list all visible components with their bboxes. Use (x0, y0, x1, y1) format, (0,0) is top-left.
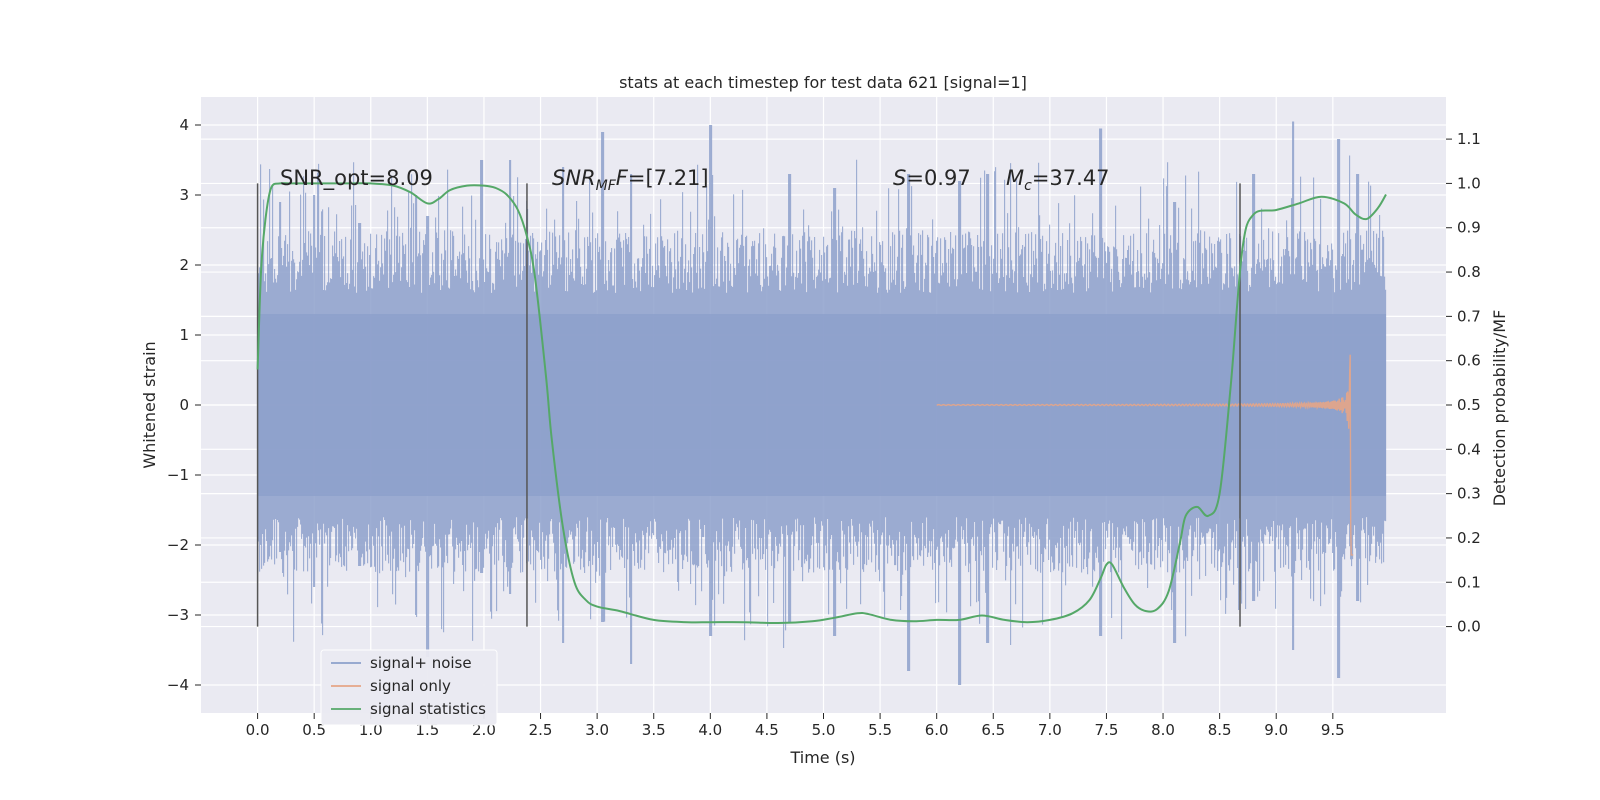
annotation-snr-mf-f: F (616, 166, 629, 190)
annotation-s-value: =0.97 (906, 166, 970, 190)
y-right-tick-label: 0.3 (1457, 485, 1481, 503)
legend-label-signal-only: signal only (370, 677, 451, 695)
y-left-axis-ticks: 4 3 2 1 0 −1 −2 −3 −4 (167, 116, 201, 694)
vertical-markers (256, 183, 1241, 627)
y-left-tick-label: 0 (179, 396, 189, 414)
legend: signal+ noise signal only signal statist… (320, 649, 498, 726)
annotation-mc-sub: c (1024, 178, 1032, 194)
y-left-tick-label: 4 (179, 116, 189, 134)
x-tick-label: 4.5 (755, 721, 779, 739)
annotation-s-prefix: S (893, 166, 906, 190)
annotation-mc: Mc=37.47 (1006, 166, 1110, 194)
y-left-tick-label: −1 (167, 466, 189, 484)
y-right-tick-label: 1.0 (1457, 174, 1481, 192)
annotation-snr-mf-prefix: SNR (552, 166, 596, 190)
x-tick-label: 5.5 (868, 721, 892, 739)
annotation-snr-mf-sub: MF (596, 178, 617, 194)
x-tick-label: 6.0 (925, 721, 949, 739)
x-axis-label: Time (s) (789, 748, 855, 767)
y-left-axis-label: Whitened strain (140, 341, 159, 468)
annotation-s: S=0.97 (893, 166, 971, 190)
signal-statistics-series (256, 182, 1387, 625)
signal-only-trace (936, 354, 1354, 556)
y-right-tick-label: 1.1 (1457, 130, 1481, 148)
y-right-tick-label: 0.5 (1457, 396, 1481, 414)
y-left-tick-label: 2 (179, 256, 189, 274)
legend-label-signal-noise: signal+ noise (370, 654, 472, 672)
x-tick-label: 9.0 (1264, 721, 1288, 739)
y-right-tick-label: 0.9 (1457, 219, 1481, 237)
x-tick-label: 3.0 (585, 721, 609, 739)
x-tick-label: 8.5 (1208, 721, 1232, 739)
annotation-snr-mf-value: =[7.21] (628, 166, 709, 190)
signal-statistics-line (256, 182, 1387, 625)
x-tick-label: 8.0 (1151, 721, 1175, 739)
y-left-tick-label: −4 (167, 676, 189, 694)
x-tick-label: 7.5 (1095, 721, 1119, 739)
x-axis-ticks: 0.0 0.5 1.0 1.5 2.0 2.5 3.0 3.5 4.0 4.5 5.0 5.5 6.0 6… (246, 713, 1345, 739)
y-right-tick-label: 0.0 (1457, 618, 1481, 636)
y-right-tick-label: 0.2 (1457, 529, 1481, 547)
signal-only-series (936, 354, 1354, 556)
x-tick-label: 3.5 (642, 721, 666, 739)
x-tick-label: 9.5 (1321, 721, 1345, 739)
y-right-tick-label: 0.7 (1457, 307, 1481, 325)
x-tick-label: 2.5 (529, 721, 553, 739)
annotation-mc-prefix: M (1006, 166, 1024, 190)
x-tick-label: 0.0 (246, 721, 270, 739)
annotation-mc-value: =37.47 (1032, 166, 1110, 190)
annotation-snr-opt: SNR_opt=8.09 (280, 166, 433, 191)
legend-label-signal-statistics: signal statistics (370, 700, 486, 718)
y-left-tick-label: 3 (179, 186, 189, 204)
x-tick-label: 0.5 (302, 721, 326, 739)
y-right-tick-label: 0.1 (1457, 573, 1481, 591)
x-tick-label: 7.0 (1038, 721, 1062, 739)
y-left-tick-label: −2 (167, 536, 189, 554)
x-tick-label: 6.5 (981, 721, 1005, 739)
annotation-snr-mf: SNRMFF=[7.21] (552, 166, 709, 194)
legend-box (320, 649, 498, 726)
y-left-tick-label: −3 (167, 606, 189, 624)
y-left-tick-label: 1 (179, 326, 189, 344)
y-right-tick-label: 0.6 (1457, 352, 1481, 370)
chart-title: stats at each timestep for test data 621… (619, 73, 1027, 92)
x-tick-label: 5.0 (812, 721, 836, 739)
y-right-axis-ticks: 1.1 1.0 0.9 0.8 0.7 0.6 0.5 0.4 0.3 0.2 0.1 0.0 (1446, 130, 1481, 636)
x-tick-label: 4.0 (698, 721, 722, 739)
y-right-tick-label: 0.4 (1457, 440, 1481, 458)
y-right-axis-label: Detection probability/MF (1490, 310, 1509, 507)
y-right-tick-label: 0.8 (1457, 263, 1481, 281)
